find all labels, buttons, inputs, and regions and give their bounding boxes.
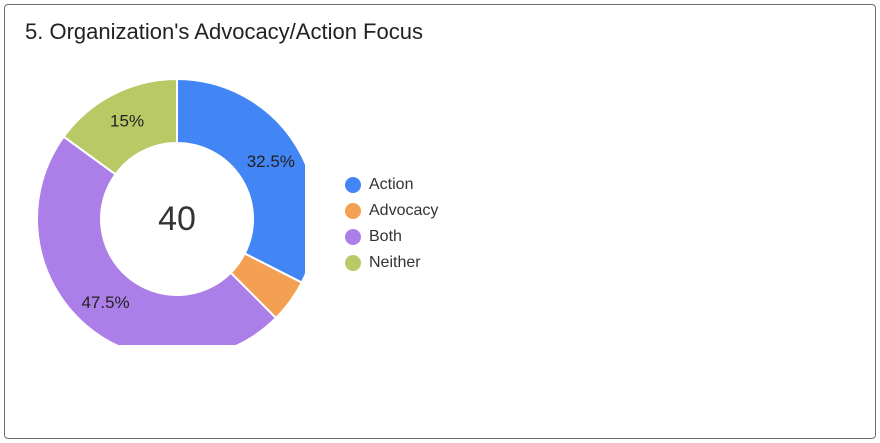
- legend-label: Action: [369, 176, 414, 193]
- legend-label: Neither: [369, 254, 421, 271]
- legend-swatch: [345, 255, 361, 271]
- legend-item-neither[interactable]: Neither: [345, 250, 438, 276]
- legend-label: Both: [369, 228, 402, 245]
- chart-card: 5. Organization's Advocacy/Action Focus …: [4, 4, 876, 439]
- legend-item-action[interactable]: Action: [345, 172, 438, 198]
- slice-label-both: 47.5%: [81, 293, 129, 312]
- chart-title: 5. Organization's Advocacy/Action Focus: [25, 19, 423, 44]
- legend-swatch: [345, 203, 361, 219]
- legend-item-both[interactable]: Both: [345, 224, 438, 250]
- slice-both[interactable]: [36, 135, 278, 345]
- total-count: 40: [158, 200, 196, 238]
- slice-action[interactable]: [176, 77, 305, 284]
- legend-label: Advocacy: [369, 202, 439, 219]
- donut-chart: 32.5% 47.5% 15% 40: [36, 77, 305, 345]
- slice-label-neither: 15%: [110, 111, 144, 130]
- legend-swatch: [345, 229, 361, 245]
- chart-legend: Action Advocacy Both Neither: [345, 172, 438, 276]
- legend-swatch: [345, 177, 361, 193]
- slice-neither[interactable]: [62, 77, 178, 176]
- slice-label-action: 32.5%: [247, 152, 295, 171]
- legend-item-advocacy[interactable]: Advocacy: [345, 198, 438, 224]
